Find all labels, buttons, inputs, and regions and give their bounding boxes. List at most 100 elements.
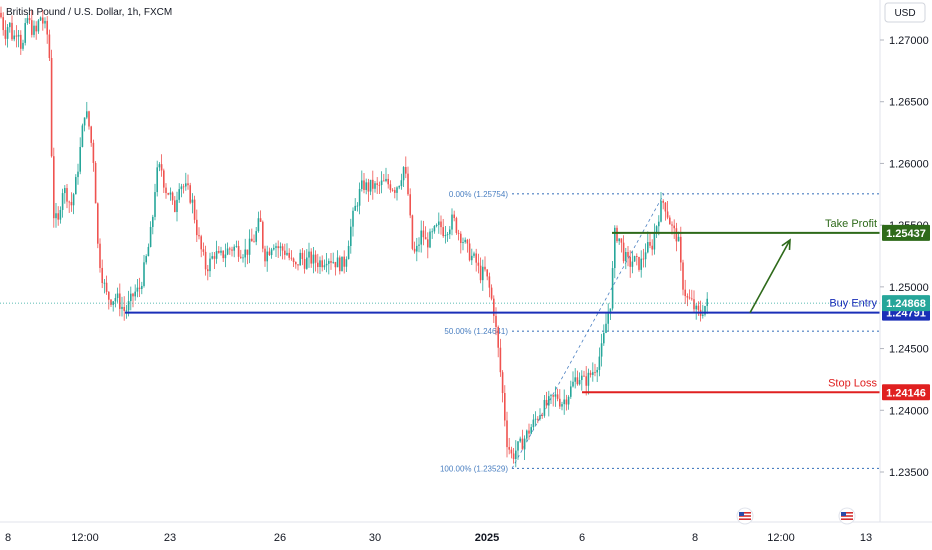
price-tag [882,295,930,312]
us-flag-event-icon[interactable] [736,507,754,525]
candle-body [394,190,396,193]
candle-body [438,221,440,225]
candle-body [334,261,337,268]
candle-body [594,372,596,373]
candle-body [218,251,220,253]
candle-body [519,438,521,442]
candle-body [9,22,11,28]
candle-body [449,229,451,235]
candle-body [611,268,614,309]
candle-body [325,263,328,266]
candle-body [504,393,506,421]
candle-body [649,242,651,246]
candle-body [53,156,55,219]
candle-body [207,269,209,272]
candle-body [143,262,145,286]
candle-body [152,216,154,227]
candle-body [290,257,293,259]
candle-body [565,399,568,405]
candle-body [664,202,667,212]
candle-body [48,34,51,59]
level-label: Buy Entry [829,298,877,310]
candle-body [160,164,163,171]
candle-body [59,209,62,220]
candle-body [567,396,570,405]
candle-body [182,186,185,188]
candle-body [141,285,143,289]
currency-label: USD [894,8,915,19]
candle-body [473,253,475,256]
candle-body [596,369,598,373]
y-axis-tick-label: 1.25000 [889,282,929,294]
candle-body [598,356,601,370]
candle-body [416,245,418,252]
candle-body [343,256,345,267]
candle-body [11,22,13,40]
candle-body [618,238,620,242]
us-flag-event-icon[interactable] [838,507,856,525]
candle-body [94,162,97,204]
candle-body [292,258,295,263]
candle-body [405,167,407,174]
candle-body [471,255,473,261]
candle-body [330,261,332,263]
candle-body [319,260,321,267]
candle-body [180,186,183,190]
candle-body [477,262,480,266]
candle-body [255,231,257,242]
candle-body [508,447,510,450]
candle-body [174,200,176,212]
candle-body [105,282,108,292]
candle-body [46,20,48,35]
candle-body [554,394,557,397]
x-axis-tick-label: 8 [692,532,698,544]
candle-body [499,347,502,373]
candle-body [537,418,539,420]
candle-body [248,238,251,255]
candle-body [662,200,664,203]
candle-body [211,256,213,259]
candle-body [380,180,383,185]
fib-level-label: 0.00% (1.25754) [449,190,508,199]
candle-body [521,438,524,450]
candle-body [583,375,585,377]
x-axis-tick-label: 6 [579,532,585,544]
candle-body [323,265,326,268]
candle-body [671,224,673,226]
candle-body [482,266,484,281]
candle-body [691,298,693,300]
candle-body [154,192,156,217]
candle-body [86,111,88,118]
candle-body [376,183,378,185]
candle-body [629,256,631,267]
candle-body [530,427,532,434]
candle-body [460,233,462,243]
candle-body [570,386,572,397]
candle-body [0,12,2,18]
candle-body [660,200,662,222]
candle-body [446,234,449,236]
candle-body [556,394,559,399]
candle-body [407,173,409,195]
candle-body [398,186,400,188]
currency-button[interactable]: USD [884,2,926,23]
candle-body [605,323,607,333]
candle-body [163,170,165,188]
candle-body [644,252,647,260]
candle-body [13,35,15,40]
y-axis-tick-label: 1.24500 [889,344,929,356]
candle-body [147,246,150,257]
candle-body [251,238,253,242]
candle-body [156,167,158,193]
x-axis-tick-label: 23 [164,532,176,544]
candle-body [385,178,387,181]
candle-body [512,453,515,460]
candle-body [336,257,339,268]
candle-body [422,230,425,238]
candle-body [26,18,29,24]
candle-body [145,256,147,263]
candle-body [165,187,167,194]
